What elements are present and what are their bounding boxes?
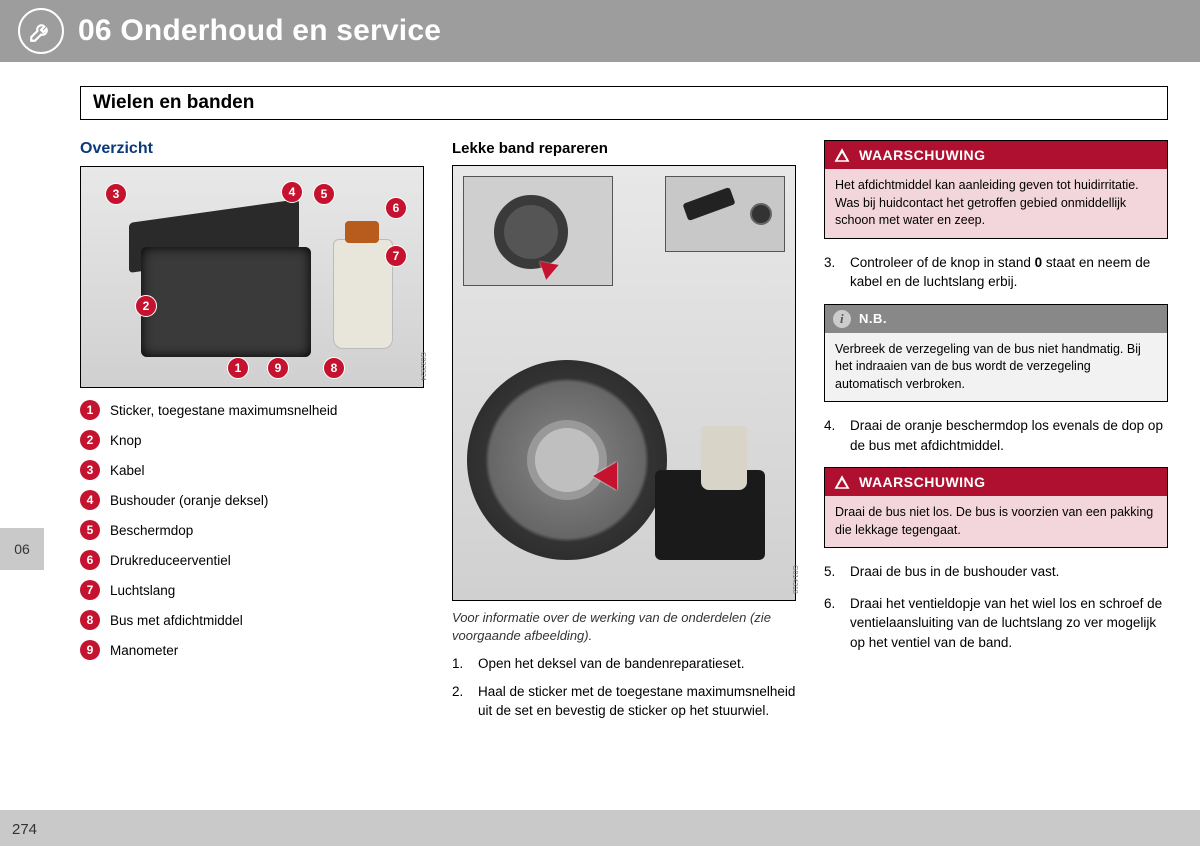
- page-number: 274: [12, 821, 37, 838]
- callout-4: 4: [281, 181, 303, 203]
- figure-code: G032824: [419, 352, 426, 381]
- legend-label: Beschermdop: [110, 523, 193, 538]
- step-5: 5. Draai de bus in de bushouder vast.: [824, 562, 1168, 582]
- legend-list: 1 Sticker, toegestane maximumsnelheid 2 Kno…: [80, 400, 424, 660]
- sealant-bottle-shape: [333, 239, 393, 349]
- chapter-header: 06 Onderhoud en service: [0, 0, 1200, 62]
- legend-number-icon: 7: [80, 580, 100, 600]
- legend-label: Knop: [110, 433, 142, 448]
- column-overview: Overzicht 345672198 G032824 1Sticker, to…: [80, 140, 424, 729]
- content-columns: Overzicht 345672198 G032824 1Sticker, to…: [80, 140, 1170, 729]
- warning-triangle-icon: [833, 473, 851, 491]
- repair-figure: G014318: [452, 165, 796, 601]
- note-header: i N.B.: [825, 305, 1167, 333]
- legend-label: Kabel: [110, 463, 145, 478]
- step: 1.Open het deksel van de bandenreparatie…: [452, 654, 796, 674]
- legend-label: Sticker, toegestane maximumsnelheid: [110, 403, 337, 418]
- warning-triangle-icon: [833, 146, 851, 164]
- figure-caption: Voor informatie over de werking van de o…: [452, 609, 796, 644]
- legend-number-icon: 8: [80, 610, 100, 630]
- step: 2.Haal de sticker met de toegestane maxi…: [452, 682, 796, 721]
- compressor-bottle-shape: [701, 426, 747, 490]
- legend-number-icon: 4: [80, 490, 100, 510]
- legend-item-3: 3 Kabel: [80, 460, 424, 480]
- step-4: 4. Draai de oranje beschermdop los evena…: [824, 416, 1168, 455]
- side-tab: 06: [0, 528, 44, 570]
- legend-label: Luchtslang: [110, 583, 175, 598]
- legend-number-icon: 5: [80, 520, 100, 540]
- legend-number-icon: 1: [80, 400, 100, 420]
- page: 06 Onderhoud en service 06 274 Wielen en…: [0, 0, 1200, 846]
- column-notices: WAARSCHUWING Het afdichtmiddel kan aanle…: [824, 140, 1168, 729]
- step-6: 6. Draai het ventieldopje van het wiel l…: [824, 594, 1168, 653]
- bottle-cap-shape: [345, 221, 379, 243]
- callout-5: 5: [313, 183, 335, 205]
- kit-box-shape: [141, 247, 311, 357]
- steering-inset: [463, 176, 613, 286]
- info-icon: i: [833, 310, 851, 328]
- overview-figure: 3 45 6 7 2 19 8 G032824: [80, 166, 424, 388]
- legend-item-5: 5 Beschermdop: [80, 520, 424, 540]
- legend-item-7: 7 Luchtslang: [80, 580, 424, 600]
- legend-label: Drukreduceerventiel: [110, 553, 231, 568]
- footer-bar: 274: [0, 810, 1200, 846]
- legend-item-1: 1 Sticker, toegestane maximumsnelheid: [80, 400, 424, 420]
- wrench-icon: [18, 8, 64, 54]
- note-body: Verbreek de verzegeling van de bus niet …: [825, 333, 1167, 402]
- column-repair: Lekke band repareren G014318 Voor inform…: [452, 140, 796, 729]
- legend-item-2: 2 Knop: [80, 430, 424, 450]
- warning-box-1: WAARSCHUWING Het afdichtmiddel kan aanle…: [824, 140, 1168, 239]
- repair-heading: Lekke band repareren: [452, 140, 796, 157]
- warning-body: Draai de bus niet los. De bus is voorzie…: [825, 496, 1167, 547]
- warning-header: WAARSCHUWING: [825, 141, 1167, 169]
- callout-8: 8: [323, 357, 345, 379]
- legend-number-icon: 9: [80, 640, 100, 660]
- legend-number-icon: 2: [80, 430, 100, 450]
- callout-9: 9: [267, 357, 289, 379]
- legend-item-6: 6 Drukreduceerventiel: [80, 550, 424, 570]
- legend-label: Manometer: [110, 643, 178, 658]
- callout-3: 3: [105, 183, 127, 205]
- note-box: i N.B. Verbreek de verzegeling van de bu…: [824, 304, 1168, 403]
- legend-item-4: 4 Bushouder (oranje deksel): [80, 490, 424, 510]
- figure-code-2: G014318: [791, 565, 798, 594]
- plug-inset: [665, 176, 785, 252]
- callout-6: 6: [385, 197, 407, 219]
- step-list: 1.Open het deksel van de bandenreparatie…: [452, 654, 796, 729]
- arrow-icon: [593, 462, 617, 490]
- legend-label: Bus met afdichtmiddel: [110, 613, 243, 628]
- callout-1: 1: [227, 357, 249, 379]
- callout-7: 7: [385, 245, 407, 267]
- overview-heading: Overzicht: [80, 140, 424, 158]
- legend-label: Bushouder (oranje deksel): [110, 493, 268, 508]
- legend-item-9: 9 Manometer: [80, 640, 424, 660]
- step-3: 3. Controleer of de knop in stand 0 staa…: [824, 253, 1168, 292]
- callout-2: 2: [135, 295, 157, 317]
- section-title: Wielen en banden: [80, 86, 1168, 120]
- chapter-title: 06 Onderhoud en service: [78, 14, 441, 48]
- legend-number-icon: 6: [80, 550, 100, 570]
- legend-number-icon: 3: [80, 460, 100, 480]
- warning-header: WAARSCHUWING: [825, 468, 1167, 496]
- warning-body: Het afdichtmiddel kan aanleiding geven t…: [825, 169, 1167, 238]
- legend-item-8: 8 Bus met afdichtmiddel: [80, 610, 424, 630]
- warning-box-2: WAARSCHUWING Draai de bus niet los. De b…: [824, 467, 1168, 548]
